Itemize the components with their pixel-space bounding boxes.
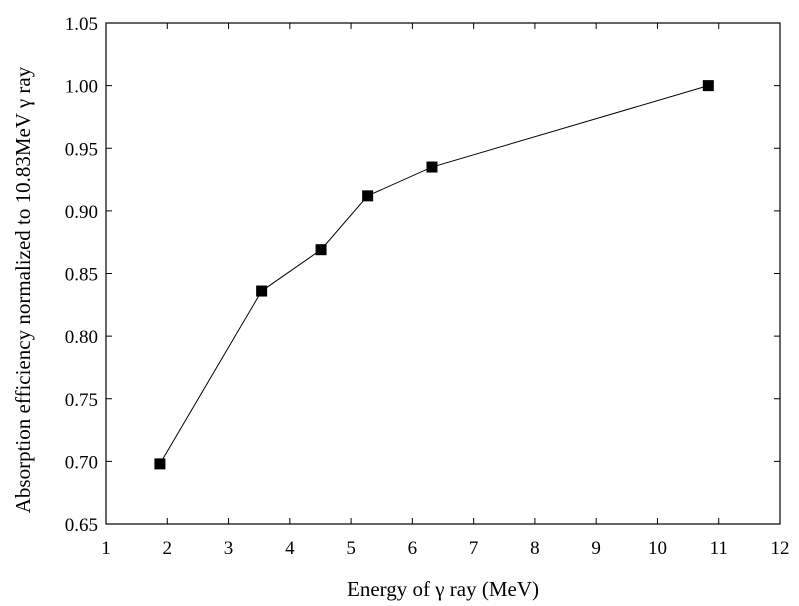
axis-tick-labels: 1 2 3 4 5 6 7 8 9 10 11 120.650.700.750.800.850.900… — [65, 14, 790, 559]
data-point — [702, 80, 714, 92]
plot-frame — [105, 22, 781, 525]
data-point — [426, 161, 438, 173]
x-axis-title: Energy of γ ray (MeV) — [347, 577, 539, 601]
x-tick-label: 11 — [710, 538, 728, 559]
y-tick-label: 1.05 — [65, 14, 98, 35]
series-line — [159, 85, 709, 465]
x-tick-label: 7 — [469, 538, 479, 559]
data-series — [154, 80, 714, 470]
x-tick-label: 3 — [224, 538, 234, 559]
y-tick-label: 1.00 — [65, 77, 98, 98]
axis-ticks — [105, 22, 781, 525]
x-tick-label: 2 — [163, 538, 173, 559]
y-tick-label: 0.80 — [65, 327, 98, 348]
x-tick-label: 5 — [346, 538, 356, 559]
x-tick-label: 10 — [648, 538, 667, 559]
x-tick-label: 6 — [408, 538, 418, 559]
y-tick-label: 0.75 — [65, 390, 98, 411]
y-tick-label: 0.65 — [65, 515, 98, 536]
x-tick-label: 9 — [591, 538, 601, 559]
y-tick-label: 0.90 — [65, 202, 98, 223]
x-tick-label: 1 — [101, 538, 111, 559]
x-tick-label: 4 — [285, 538, 295, 559]
y-tick-label: 0.85 — [65, 265, 98, 286]
data-point — [256, 285, 268, 297]
x-tick-label: 8 — [530, 538, 540, 559]
x-tick-label: 12 — [771, 538, 790, 559]
data-point — [315, 244, 327, 256]
y-axis-title: Absorption efficiency normalized to 10.8… — [11, 66, 35, 513]
data-point — [362, 190, 374, 202]
y-tick-label: 0.70 — [65, 452, 98, 473]
y-tick-label: 0.95 — [65, 139, 98, 160]
data-point — [154, 458, 166, 470]
